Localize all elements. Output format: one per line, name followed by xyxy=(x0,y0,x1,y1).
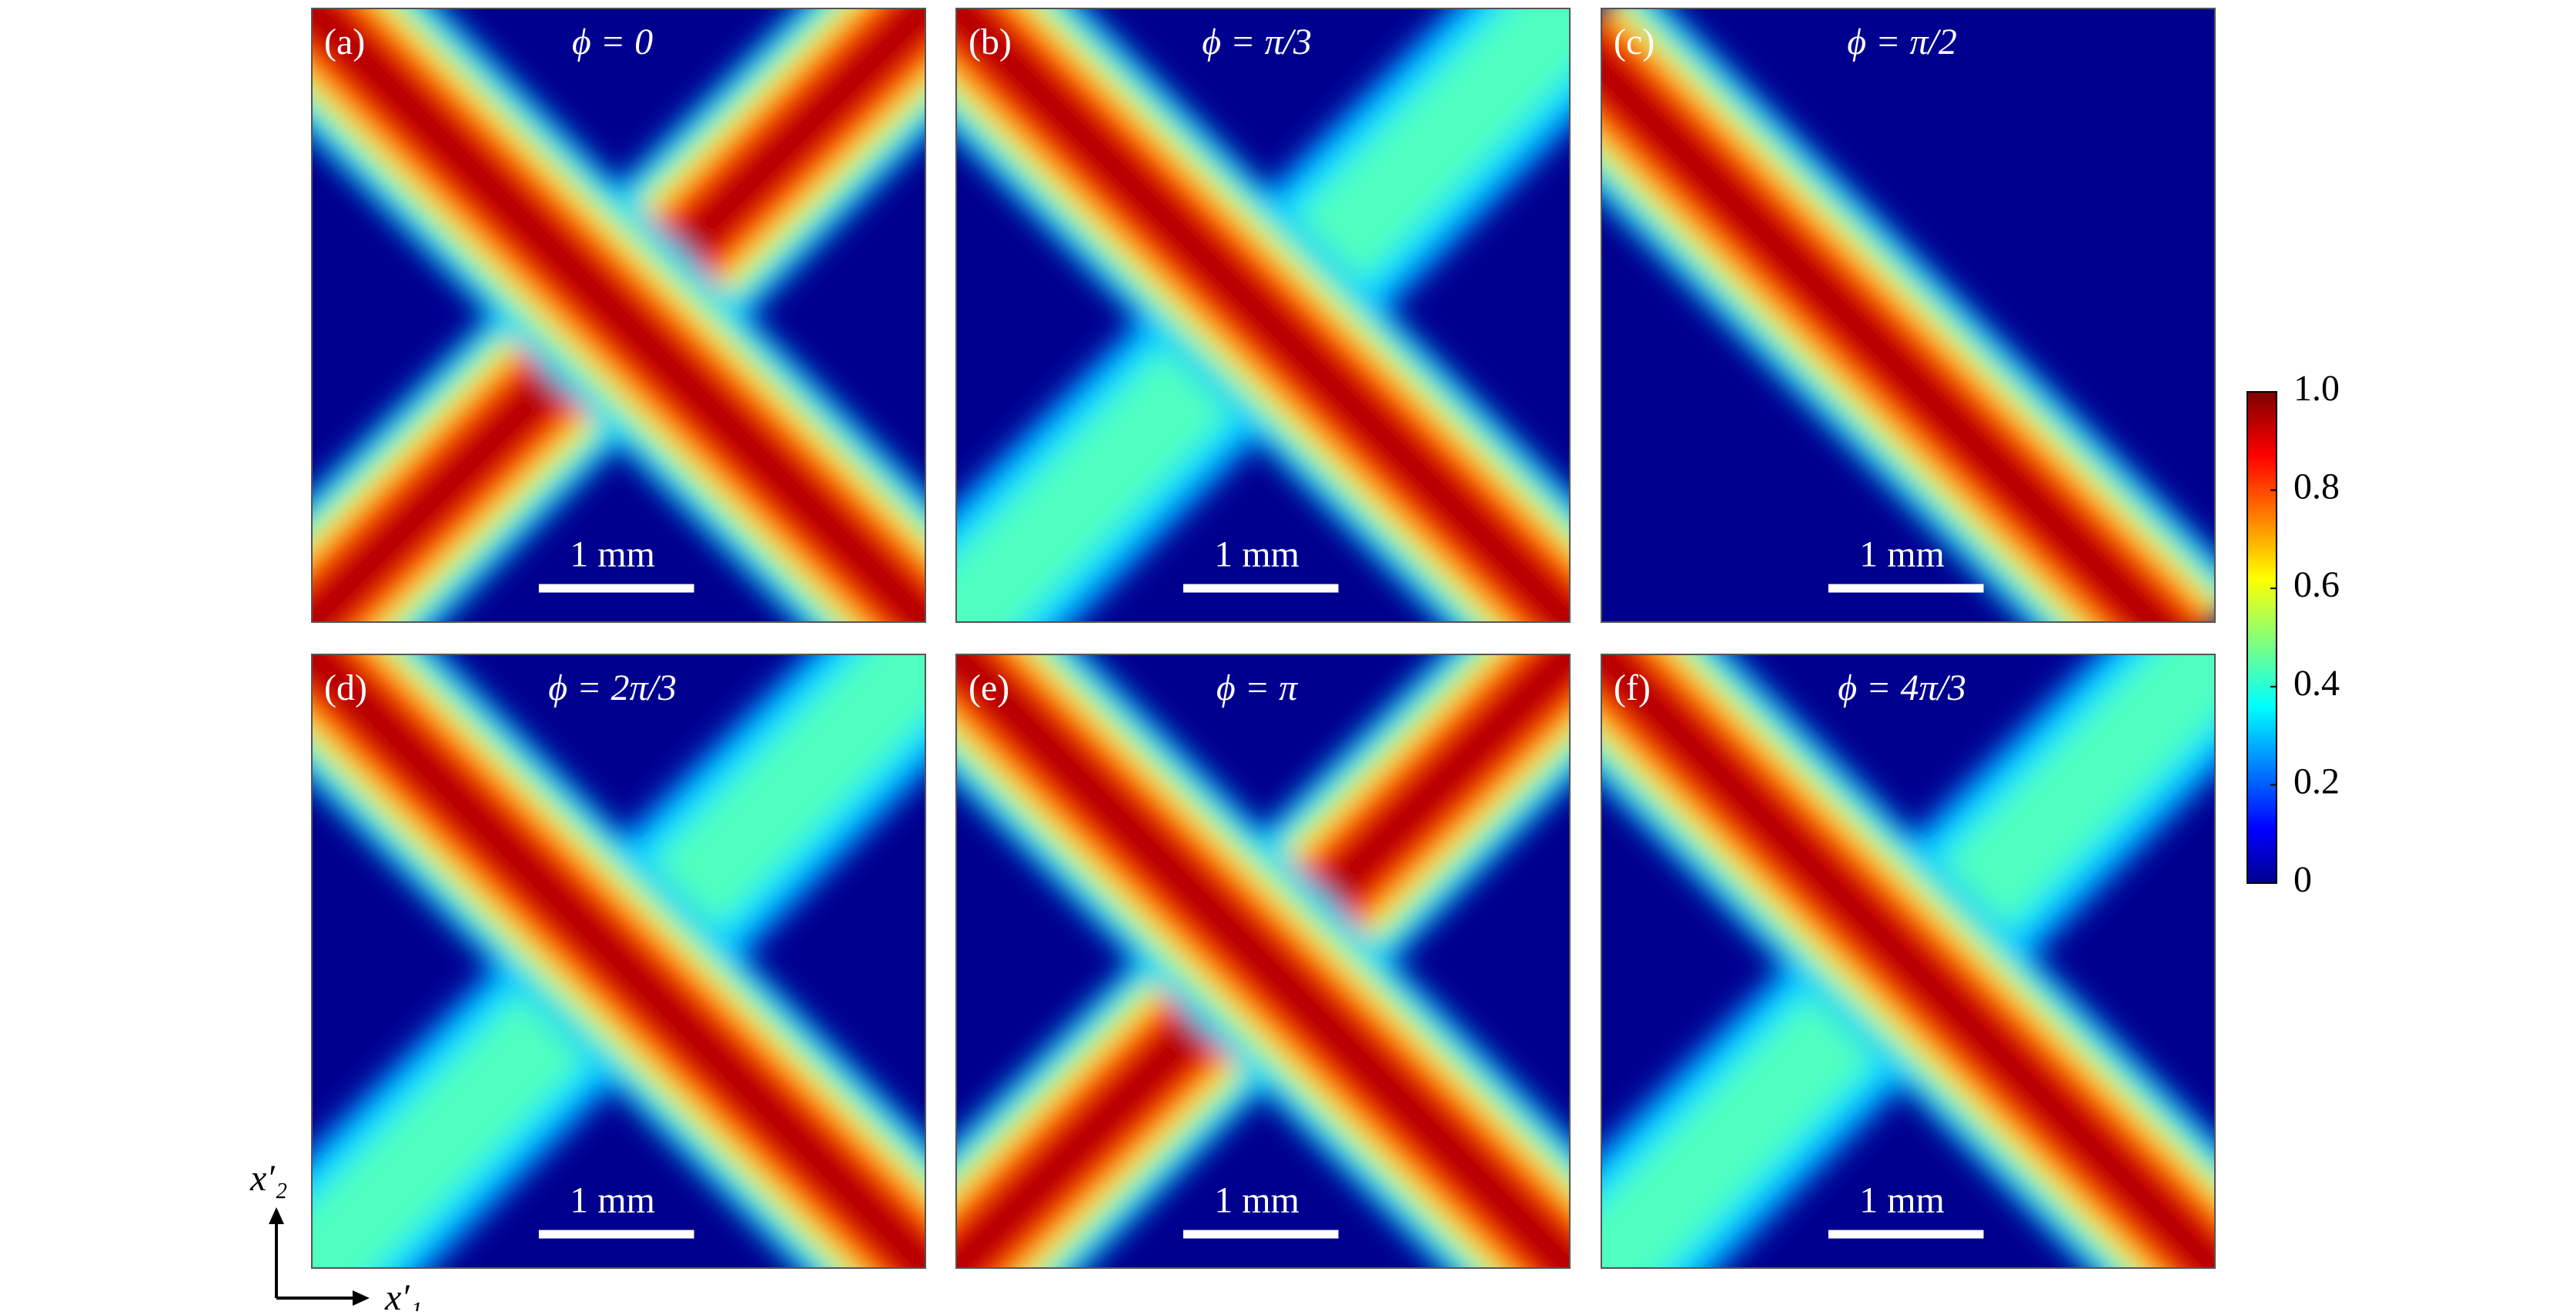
colorbar-tick-label: 1.0 xyxy=(2293,368,2340,409)
colorbar-tick-label: 0.8 xyxy=(2293,467,2340,507)
scale-bar xyxy=(538,1230,694,1239)
scale-bar xyxy=(1828,584,1984,593)
panel-label: (b) xyxy=(969,22,1012,62)
phase-label: ϕ = π xyxy=(1216,668,1299,708)
scale-bar-label: 1 mm xyxy=(570,1179,655,1220)
panel-label: (e) xyxy=(969,668,1009,708)
heatmap-panel xyxy=(956,654,1570,1268)
phase-label: ϕ = 4π/3 xyxy=(1838,668,1966,708)
heatmap-panel xyxy=(312,654,925,1268)
panel-border xyxy=(955,8,1571,623)
colorbar-tick-label: 0.6 xyxy=(2293,564,2340,605)
colorbar-tick-label: 0.2 xyxy=(2293,761,2340,801)
heatmap-panel xyxy=(1601,654,2215,1268)
panel-border xyxy=(311,8,926,623)
scale-bar-label: 1 mm xyxy=(1214,1179,1300,1220)
panel-border xyxy=(1601,654,2216,1269)
phase-label: ϕ = 0 xyxy=(572,22,653,62)
scale-bar xyxy=(538,584,694,593)
panel-border xyxy=(1601,8,2216,623)
colorbar-tick-label: 0.4 xyxy=(2293,663,2340,704)
heatmap-panel xyxy=(312,8,925,622)
x-axis-label: x′₁ xyxy=(384,1277,423,1311)
scale-bar-label: 1 mm xyxy=(1214,534,1300,574)
heatmap-panel xyxy=(956,8,1570,622)
phase-label: ϕ = π/3 xyxy=(1202,22,1312,62)
scale-bar-label: 1 mm xyxy=(1859,534,1945,574)
panel-label: (a) xyxy=(324,22,365,62)
panel-label: (f) xyxy=(1614,668,1651,708)
axis-indicator: x′₂ x′₁ xyxy=(249,1158,423,1315)
colorbar-tick-label: 0 xyxy=(2293,859,2312,900)
scale-bar xyxy=(1183,1230,1339,1239)
panel-border xyxy=(311,654,926,1269)
phase-label: ϕ = 2π/3 xyxy=(548,668,677,708)
panel-label: (c) xyxy=(1614,22,1654,62)
scale-bar xyxy=(1828,1230,1984,1239)
colorbar xyxy=(2246,391,2277,884)
phase-label: ϕ = π/2 xyxy=(1847,22,1957,62)
scale-bar xyxy=(1183,584,1339,593)
y-axis-label: x′₂ xyxy=(249,1158,288,1199)
panel-label: (d) xyxy=(324,668,367,708)
scale-bar-label: 1 mm xyxy=(570,534,655,574)
heatmap-panel xyxy=(1601,8,2215,622)
panel-border xyxy=(955,654,1571,1269)
scale-bar-label: 1 mm xyxy=(1859,1179,1945,1220)
